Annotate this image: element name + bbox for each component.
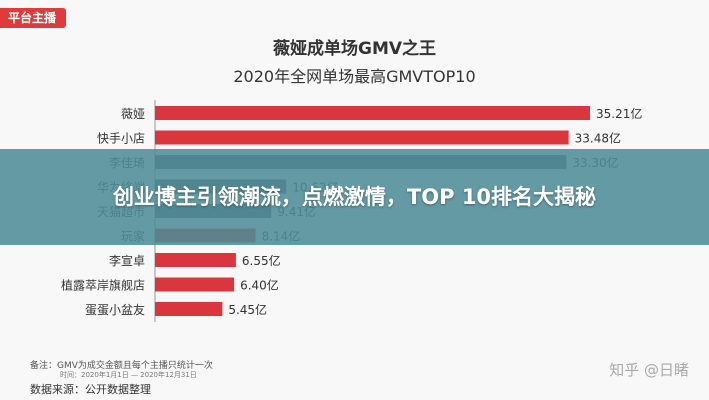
category-label: 李宣卓 bbox=[109, 253, 145, 268]
headline-text: 创业博主引领潮流，点燃激情，TOP 10排名大揭秘 bbox=[112, 185, 597, 209]
data-source: 数据来源：公开数据整理 bbox=[30, 383, 151, 396]
chart-subtitle: 2020年全网单场最高GMVTOP10 bbox=[233, 67, 476, 86]
date-range: 时间：2020年1月1日 — 2020年12月31日 bbox=[60, 371, 197, 379]
category-label: 植露萃岸旗舰店 bbox=[61, 278, 145, 293]
headline-banner: 创业博主引领潮流，点燃激情，TOP 10排名大揭秘 bbox=[0, 149, 709, 245]
watermark: 知乎 @日睹 bbox=[609, 361, 689, 379]
footnote: 备注：GMV为成交金额且每个主播只统计一次 bbox=[30, 361, 213, 371]
value-label: 33.48亿 bbox=[575, 131, 621, 146]
bar bbox=[155, 277, 235, 292]
value-label: 35.21亿 bbox=[596, 106, 642, 121]
value-label: 6.40亿 bbox=[240, 278, 279, 293]
category-label: 薇娅 bbox=[121, 107, 145, 121]
value-label: 5.45亿 bbox=[228, 302, 267, 317]
chart-title: 薇娅成单场GMV之王 bbox=[272, 39, 437, 59]
category-label: 蛋蛋小盆友 bbox=[85, 303, 145, 317]
platform-tag: 平台主播 bbox=[0, 8, 67, 28]
value-label: 6.55亿 bbox=[242, 253, 281, 268]
bar bbox=[155, 302, 223, 316]
bar bbox=[155, 130, 569, 145]
bar bbox=[155, 106, 590, 120]
bar bbox=[155, 253, 236, 267]
category-label: 快手小店 bbox=[97, 132, 145, 146]
